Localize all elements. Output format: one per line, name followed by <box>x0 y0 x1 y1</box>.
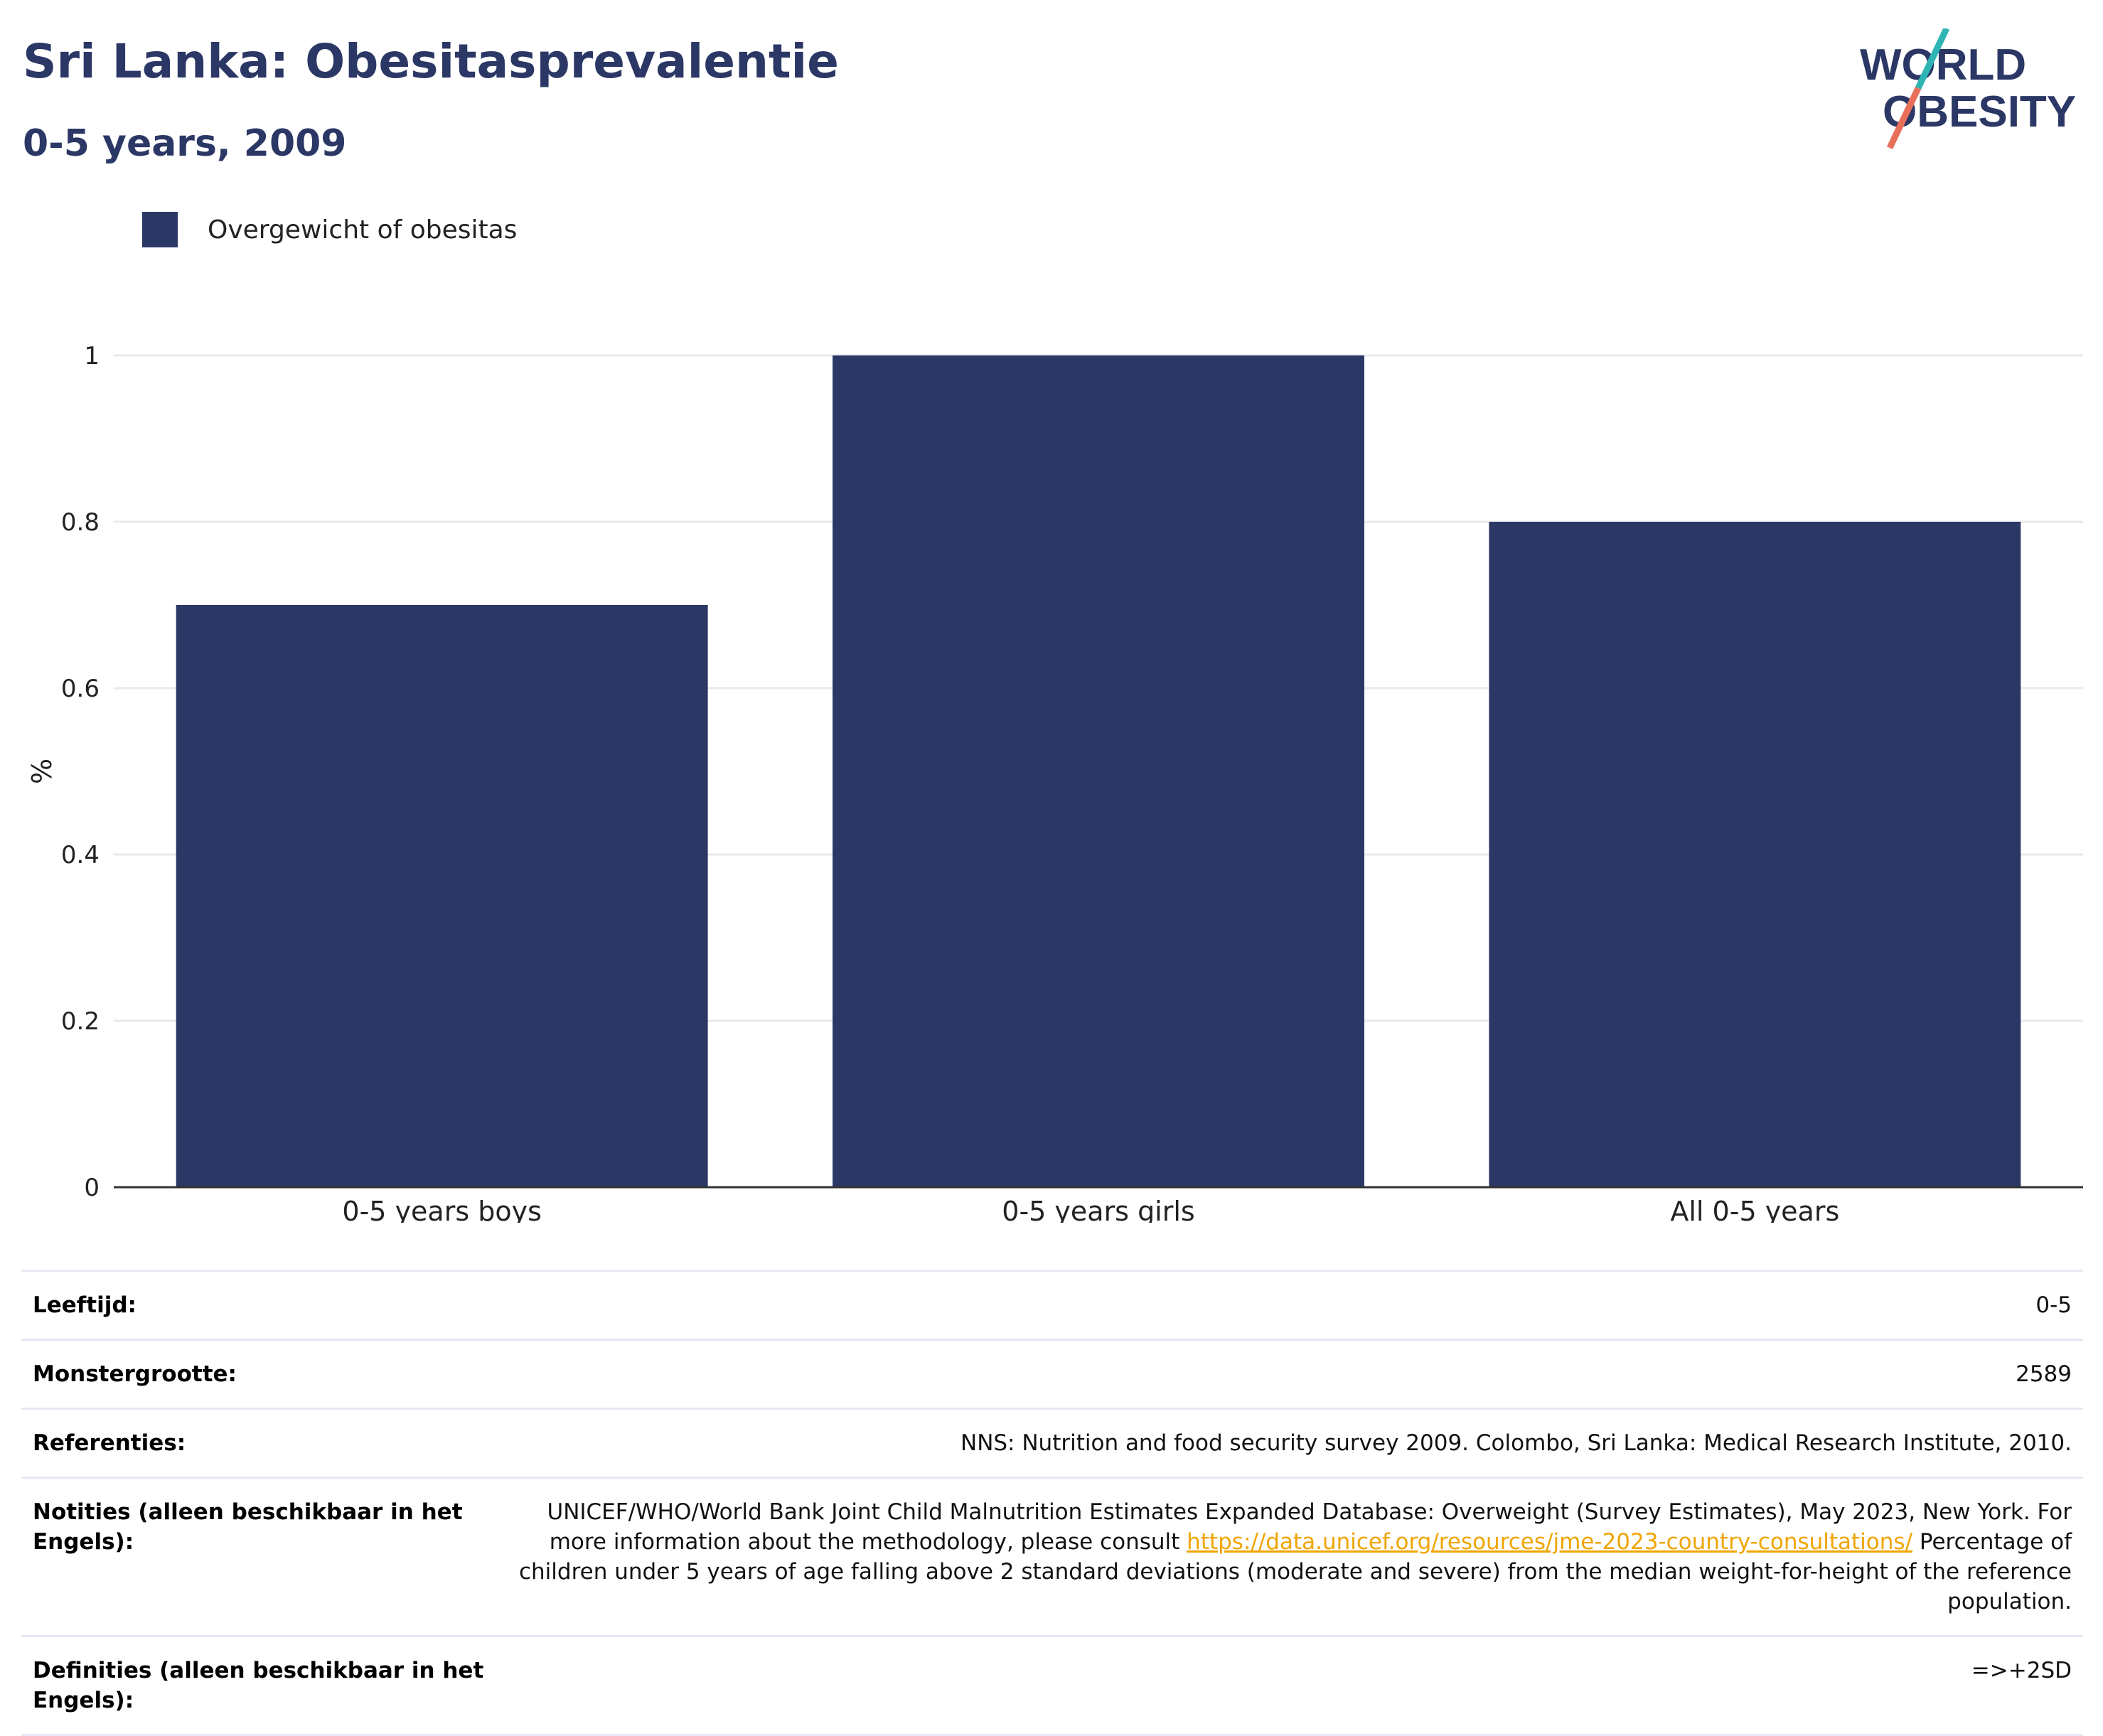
legend-label: Overgewicht of obesitas <box>208 215 518 245</box>
meta-row-age: Leeftijd: 0-5 <box>21 1270 2083 1339</box>
y-tick-label: 0.8 <box>61 508 100 537</box>
bar <box>176 605 708 1187</box>
notes-text-continued: Percentage of children under 5 years of … <box>518 1529 2072 1614</box>
meta-row-references: Referenties: NNS: Nutrition and food sec… <box>21 1408 2083 1477</box>
x-tick-label: 0-5 years girls <box>1002 1196 1194 1223</box>
x-tick-label: 0-5 years boys <box>342 1196 541 1223</box>
y-tick-label: 0.4 <box>61 841 100 869</box>
meta-value: 0-5 <box>2035 1292 2072 1318</box>
bar-chart: 0 0.2 0.4 0.6 0.8 1 0-5 years boys 0-5 years gi… <box>26 342 2083 1223</box>
meta-value: 2589 <box>2016 1361 2072 1387</box>
meta-key: Leeftijd: <box>33 1292 137 1318</box>
y-tick-label: 0.2 <box>61 1007 100 1036</box>
bar <box>833 355 1364 1187</box>
meta-key: Notities (alleen beschikbaar in het Enge… <box>33 1499 463 1555</box>
unicef-link[interactable]: https://data.unicef.org/resources/jme-20… <box>1187 1529 1913 1555</box>
x-tick-label: All 0-5 years <box>1670 1196 1839 1223</box>
metadata-table: Leeftijd: 0-5 Monstergrootte: 2589 Refer… <box>21 1270 2083 1736</box>
meta-key: Definities (alleen beschikbaar in het En… <box>33 1658 484 1713</box>
legend-swatch <box>142 212 178 247</box>
y-tick-label: 1 <box>84 342 100 370</box>
svg-text:WORLD: WORLD <box>1860 41 2026 90</box>
legend: Overgewicht of obesitas <box>142 212 517 247</box>
meta-value: UNICEF/WHO/World Bank Joint Child Malnut… <box>488 1497 2072 1617</box>
y-axis-label: % <box>26 759 58 784</box>
notes-text: UNICEF/WHO/World Bank Joint Child Malnut… <box>547 1499 2072 1555</box>
bar <box>1489 522 2021 1187</box>
meta-value: NNS: Nutrition and food security survey … <box>960 1430 2072 1456</box>
meta-row-definitions: Definities (alleen beschikbaar in het En… <box>21 1635 2083 1736</box>
meta-value: =>+2SD <box>1971 1658 2072 1683</box>
meta-row-sample-size: Monstergrootte: 2589 <box>21 1339 2083 1408</box>
meta-key: Monstergrootte: <box>33 1361 237 1387</box>
meta-key: Referenties: <box>33 1430 186 1456</box>
chart-title: Sri Lanka: Obesitasprevalentie <box>23 34 839 89</box>
y-tick-label: 0.6 <box>61 675 100 703</box>
meta-row-notes: Notities (alleen beschikbaar in het Enge… <box>21 1477 2083 1635</box>
chart-subtitle: 0-5 years, 2009 <box>23 122 347 165</box>
y-tick-label: 0 <box>84 1174 100 1202</box>
world-obesity-logo: WORLD OBESITY <box>1860 28 2076 149</box>
